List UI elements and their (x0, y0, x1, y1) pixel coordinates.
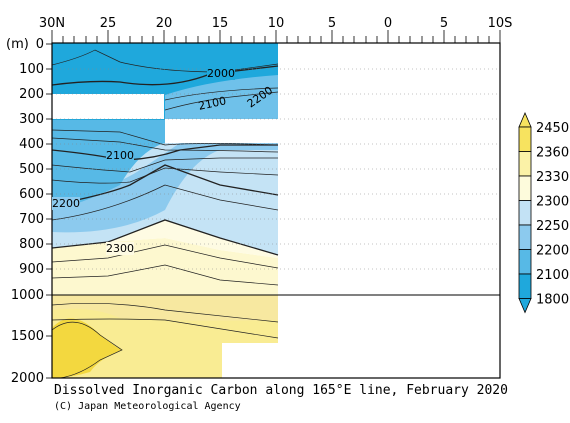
colorbar-level-label: 1800 (536, 293, 569, 308)
contour-label: 2000 (207, 67, 235, 80)
colorbar: 2450 2360 2330 2300 2250 2200 2100 1800 (518, 111, 569, 314)
colorbar-level-label: 2200 (536, 244, 569, 259)
y-tick-label: 200 (19, 87, 44, 102)
filled-contours (52, 43, 500, 378)
y-tick-label: 500 (19, 162, 44, 177)
contour-line (164, 91, 279, 111)
colorbar-level-label: 2330 (536, 170, 569, 185)
contour-line (52, 321, 123, 378)
credit-text: (C) Japan Meteorological Agency (54, 401, 241, 412)
contour-label: 2100 (197, 94, 227, 113)
x-axis-labels: 30N 25 20 15 10 5 0 5 10S (39, 16, 513, 31)
band-2360 (52, 308, 278, 378)
x-tick-label: 30N (39, 16, 65, 31)
contour-line (52, 264, 279, 286)
y-tick-label: 900 (19, 262, 44, 277)
grid-lines (52, 68, 500, 270)
y-tick-label: 700 (19, 212, 44, 227)
contour-line (52, 49, 279, 73)
y-tick-label: 600 (19, 187, 44, 202)
contour-line (52, 129, 279, 146)
band-2300-lower (52, 220, 278, 258)
colorbar-segment (518, 249, 532, 275)
contour-line (164, 87, 279, 101)
contour-label: 2200 (52, 197, 80, 210)
contour-line (52, 302, 279, 323)
y-axis-unit: (m) (6, 37, 29, 52)
colorbar-level-label: 2250 (536, 219, 569, 234)
y-axis-ticks (46, 43, 52, 379)
colorbar-segment (518, 200, 532, 226)
chart-title: Dissolved Inorganic Carbon along 165°E l… (54, 383, 508, 398)
contour-line (52, 318, 279, 339)
x-tick-label: 25 (100, 16, 117, 31)
colorbar-level-label: 2300 (536, 195, 569, 210)
y-tick-label: 800 (19, 237, 44, 252)
band-2450-core (52, 318, 122, 378)
colorbar-bottom-arrow (518, 298, 532, 314)
no-data-mid (165, 119, 278, 143)
y-axis-labels: 0 100 200 300 400 500 600 700 800 900 10… (11, 37, 44, 386)
contour-line (52, 244, 279, 269)
contour-label: 2300 (106, 242, 134, 255)
x-axis-ticks (51, 30, 501, 43)
no-data-lower-right (222, 343, 278, 378)
x-tick-label: 10 (268, 16, 285, 31)
colorbar-segment (518, 126, 532, 152)
contour-line (52, 184, 279, 221)
colorbar-level-label: 2450 (536, 121, 569, 136)
y-tick-label: 0 (36, 37, 44, 52)
colorbar-segment (518, 151, 532, 177)
band-2200 (52, 143, 278, 233)
contour-line (52, 65, 279, 86)
x-tick-label: 0 (384, 16, 392, 31)
x-tick-label: 20 (156, 16, 173, 31)
contour-line (52, 137, 279, 153)
band-2200-right (165, 75, 278, 120)
colorbar-level-label: 2100 (536, 268, 569, 283)
y-tick-label: 1000 (11, 288, 44, 303)
y-tick-label: 1500 (11, 329, 44, 344)
x-tick-label: 5 (328, 16, 336, 31)
contour-line (52, 167, 279, 184)
colorbar-segment (518, 273, 532, 299)
colorbar-segment (518, 175, 532, 201)
y-tick-label: 400 (19, 137, 44, 152)
y-tick-label: 2000 (11, 371, 44, 386)
colorbar-top-arrow (518, 111, 532, 128)
x-tick-label: 10S (488, 16, 513, 31)
contour-line (52, 219, 279, 256)
contour-label: 2100 (106, 149, 134, 162)
no-data-left (52, 94, 164, 119)
colorbar-level-label: 2360 (536, 146, 569, 161)
x-tick-label: 5 (440, 16, 448, 31)
y-tick-label: 100 (19, 62, 44, 77)
colorbar-segment (518, 224, 532, 250)
x-tick-label: 15 (212, 16, 229, 31)
y-tick-label: 300 (19, 112, 44, 127)
no-data-east (278, 43, 500, 378)
contour-line (52, 157, 278, 173)
